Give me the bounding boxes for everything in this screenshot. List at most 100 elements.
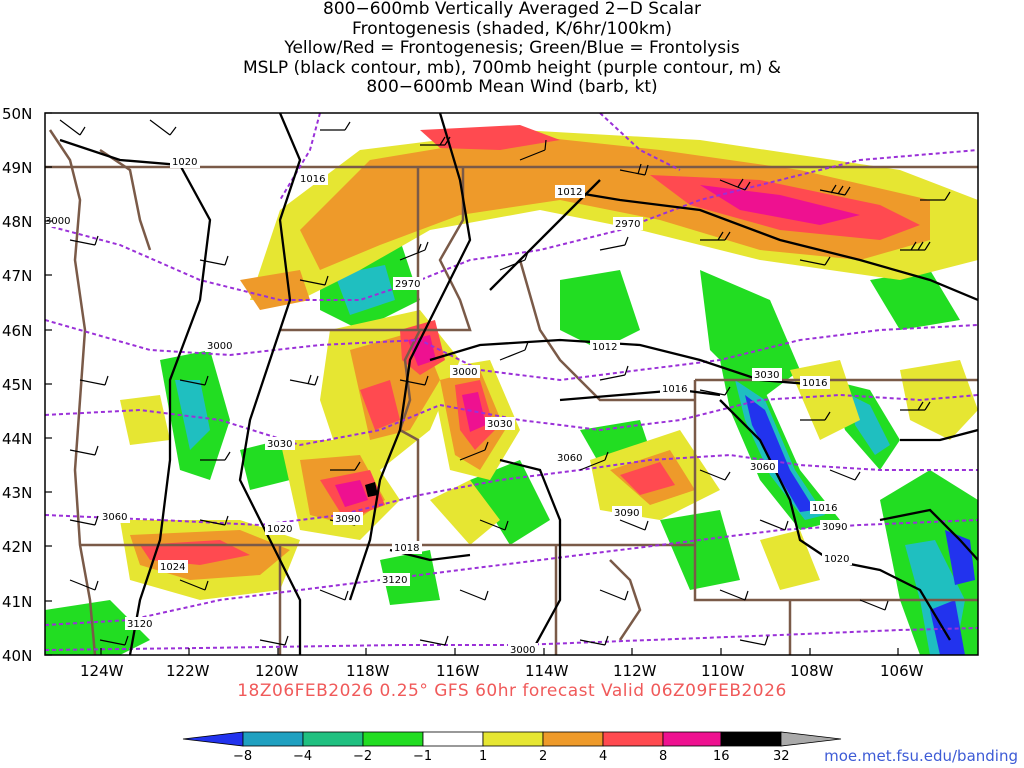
latitude-axis: 50N 49N 48N 47N 46N 45N 44N 43N 42N 41N … xyxy=(2,105,52,665)
colorbar-segment xyxy=(720,731,782,747)
lon-label: 114W xyxy=(525,662,569,680)
height-label: 3000 xyxy=(450,365,480,378)
mslp-label: 1020 xyxy=(822,552,852,565)
svg-text:3120: 3120 xyxy=(382,575,407,586)
lat-label: 40N xyxy=(2,647,32,665)
svg-text:1020: 1020 xyxy=(824,554,849,565)
svg-text:3000: 3000 xyxy=(510,645,535,656)
chart-title: 800−600mb Vertically Averaged 2−D Scalar… xyxy=(0,0,1024,98)
lat-label: 43N xyxy=(2,484,32,502)
colorbar-segment xyxy=(302,731,364,747)
colorbar-tick: 32 xyxy=(773,749,790,764)
lat-label: 41N xyxy=(2,593,32,611)
colorbar: −8 −4 −2 −1 1 2 4 8 16 32 xyxy=(182,731,842,764)
title-line-2: Frontogenesis (shaded, K/6hr/100km) xyxy=(352,18,672,39)
mslp-label: 1020 xyxy=(170,155,200,168)
mslp-label: 1016 xyxy=(298,172,328,185)
colorbar-tick: 16 xyxy=(713,749,730,764)
height-label: 3090 xyxy=(612,506,642,519)
colorbar-high-arrow xyxy=(780,731,842,747)
height-label: 3000 xyxy=(508,643,538,656)
height-label: 3120 xyxy=(125,617,155,630)
lon-label: 112W xyxy=(613,662,657,680)
height-label: 3000 xyxy=(205,339,235,352)
height-label: 2970 xyxy=(393,277,423,290)
title-line-5: 800−600mb Mean Wind (barb, kt) xyxy=(366,77,658,97)
mslp-label: 1018 xyxy=(392,541,422,554)
mslp-contour-labels: 1020 1016 1012 1012 1016 1016 1016 1020 … xyxy=(158,155,852,573)
svg-text:3000: 3000 xyxy=(45,216,70,227)
svg-text:3030: 3030 xyxy=(267,439,292,450)
colorbar-low-arrow xyxy=(182,731,244,747)
lat-label: 48N xyxy=(2,213,32,231)
svg-text:1016: 1016 xyxy=(812,503,837,514)
colorbar-segment xyxy=(602,731,664,747)
colorbar-segment xyxy=(542,731,604,747)
height-label: 3060 xyxy=(748,460,778,473)
svg-text:1016: 1016 xyxy=(802,378,827,389)
height-contours xyxy=(45,113,978,651)
source-credit[interactable]: moe.met.fsu.edu/banding xyxy=(824,747,1018,765)
svg-text:2970: 2970 xyxy=(395,279,420,290)
svg-text:1012: 1012 xyxy=(557,187,582,198)
frontolysis-shading xyxy=(45,240,978,655)
lon-label: 106W xyxy=(880,662,924,680)
colorbar-tick: 8 xyxy=(659,749,667,764)
colorbar-tick: −1 xyxy=(413,749,432,764)
mslp-contours xyxy=(59,113,978,655)
svg-text:1016: 1016 xyxy=(300,174,325,185)
height-label: 3030 xyxy=(265,437,295,450)
svg-text:3060: 3060 xyxy=(557,453,582,464)
colorbar-tick: 1 xyxy=(479,749,487,764)
colorbar-segment xyxy=(662,731,722,747)
lon-label: 110W xyxy=(701,662,745,680)
svg-text:1012: 1012 xyxy=(592,342,617,353)
svg-text:3030: 3030 xyxy=(754,370,779,381)
height-label: 3060 xyxy=(100,510,130,523)
mslp-label: 1016 xyxy=(810,501,840,514)
svg-text:3090: 3090 xyxy=(335,514,360,525)
height-label: 3120 xyxy=(380,573,410,586)
colorbar-segment xyxy=(422,731,484,747)
lon-label: 124W xyxy=(80,662,124,680)
lat-label: 45N xyxy=(2,376,32,394)
lon-label: 122W xyxy=(166,662,210,680)
svg-text:1020: 1020 xyxy=(267,524,292,535)
shading-layer: 1020 1016 1012 1012 1016 1016 1016 1020 … xyxy=(45,113,978,656)
mslp-label: 1020 xyxy=(265,522,295,535)
colorbar-tick: −8 xyxy=(233,749,252,764)
height-label: 3030 xyxy=(752,368,782,381)
mslp-label: 1016 xyxy=(660,382,690,395)
height-label: 3090 xyxy=(333,512,363,525)
forecast-valid-time: 18Z06FEB2026 0.25° GFS 60hr forecast Val… xyxy=(237,681,787,701)
mslp-label: 1024 xyxy=(158,560,188,573)
height-label: 3090 xyxy=(820,520,850,533)
svg-text:3120: 3120 xyxy=(127,619,152,630)
longitude-axis: 124W 122W 120W 118W 116W 114W 112W 110W … xyxy=(80,648,924,680)
title-line-3: Yellow/Red = Frontogenesis; Green/Blue =… xyxy=(284,38,740,58)
mslp-label: 1012 xyxy=(590,340,620,353)
colorbar-segment xyxy=(482,731,544,747)
svg-text:3060: 3060 xyxy=(750,462,775,473)
svg-text:1016: 1016 xyxy=(662,384,687,395)
title-line-4: MSLP (black contour, mb), 700mb height (… xyxy=(242,57,782,78)
height-contour-labels: 3000 2970 2970 3000 3000 3030 3030 3030 … xyxy=(45,214,850,656)
colorbar-tick: −4 xyxy=(293,749,312,764)
svg-text:1020: 1020 xyxy=(172,157,197,168)
lon-label: 118W xyxy=(346,662,390,680)
lat-label: 44N xyxy=(2,430,32,448)
lon-label: 120W xyxy=(255,662,299,680)
height-label: 3030 xyxy=(485,417,515,430)
height-label: 3000 xyxy=(45,214,73,227)
lat-label: 49N xyxy=(2,159,32,177)
colorbar-segment xyxy=(242,731,304,747)
svg-text:3030: 3030 xyxy=(487,419,512,430)
colorbar-tick: 2 xyxy=(539,749,547,764)
height-label: 3060 xyxy=(555,451,585,464)
title-line-1: 800−600mb Vertically Averaged 2−D Scalar xyxy=(323,0,701,19)
svg-text:3090: 3090 xyxy=(822,522,847,533)
lat-label: 50N xyxy=(2,105,32,123)
lon-label: 116W xyxy=(436,662,480,680)
colorbar-segment xyxy=(362,731,424,747)
